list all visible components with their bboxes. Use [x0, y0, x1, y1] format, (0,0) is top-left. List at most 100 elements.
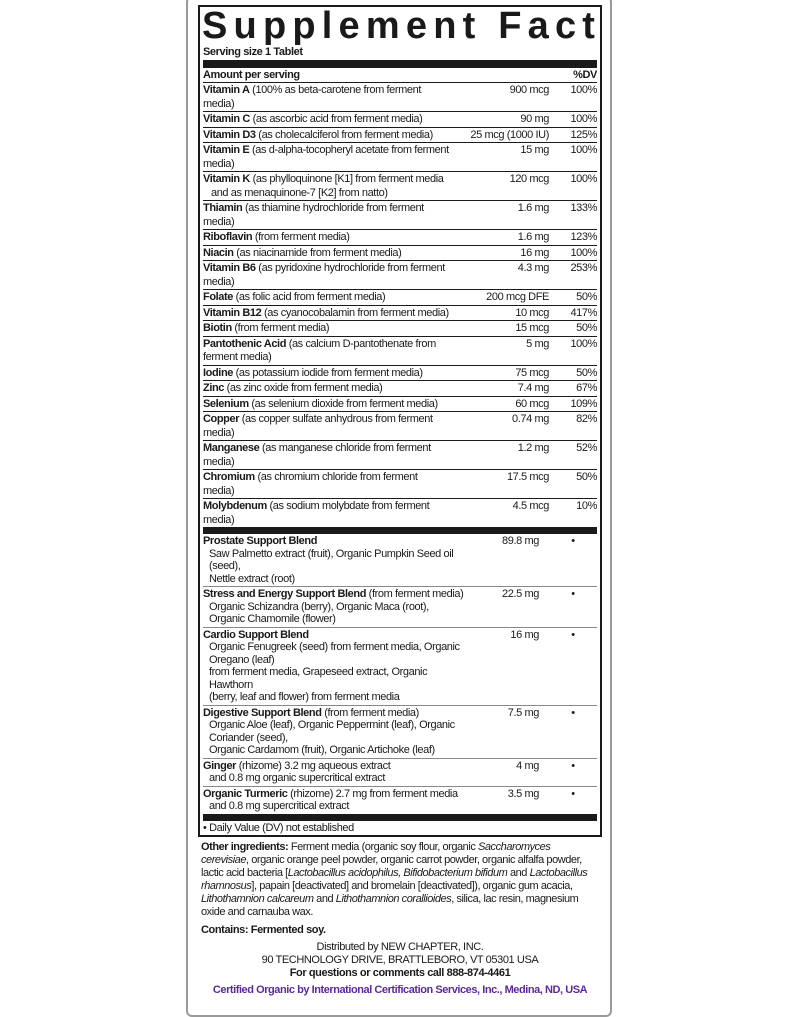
nutrient-row: Iodine (as potassium iodide from ferment… — [203, 366, 597, 381]
nutrient-label: Vitamin C — [203, 113, 250, 125]
nutrient-amount: 16 mg — [520, 246, 549, 259]
blend-ingredients: Organic Schizandra (berry), Organic Maca… — [209, 600, 429, 613]
nutrient-row: Vitamin C (as ascorbic acid from ferment… — [203, 112, 597, 128]
other-ingredients: Other ingredients: Ferment media (organi… — [201, 841, 599, 919]
nutrient-label: Pantothenic Acid — [203, 337, 287, 350]
nutrient-source: (100% as beta-carotene from ferment medi… — [203, 84, 421, 110]
nutrient-label: Vitamin A — [203, 84, 250, 96]
blend-label: Digestive Support Blend — [203, 706, 322, 719]
blend-ingredients: Saw Palmetto extract (fruit), Organic Pu… — [209, 547, 454, 573]
blend-ingredients: Organic Chamomile (flower) — [209, 613, 336, 625]
nutrient-name: Thiamin (as thiamine hydrochloride from … — [203, 202, 449, 229]
nutrient-source: (as calcium D-pantothenate from ferment … — [203, 337, 436, 364]
blend-dv: • — [571, 787, 575, 800]
blend-ingredients: from ferment media, Grapeseed extract, O… — [209, 666, 428, 691]
nutrient-name: Biotin (from ferment media) — [203, 322, 449, 336]
nutrient-amount: 120 mcg — [509, 173, 550, 185]
nutrient-row: Selenium (as selenium dioxide from ferme… — [203, 397, 597, 412]
nutrient-row: Biotin (from ferment media) 15 mcg 50% — [203, 321, 597, 337]
nutrient-dv: 50% — [576, 322, 597, 334]
blend-row: Digestive Support Blend (from ferment me… — [203, 706, 597, 759]
nutrient-row: Riboflavin (from ferment media) 1.6 mg 123… — [203, 230, 597, 246]
nutrient-source: (as cholecalciferol from ferment media) — [255, 128, 433, 141]
nutrient-source: (as selenium dioxide from ferment media) — [248, 397, 438, 410]
nutrient-label: Vitamin B6 — [203, 262, 256, 274]
nutrient-name: Vitamin C (as ascorbic acid from ferment… — [203, 113, 449, 127]
nutrient-label: Biotin — [203, 322, 232, 334]
nutrient-row: Pantothenic Acid (as calcium D-pantothen… — [203, 337, 597, 366]
text: Lithothamnion calcareum — [201, 892, 314, 905]
blend-name: Ginger (rhizome) 3.2 mg aqueous extract a… — [203, 760, 465, 785]
nutrient-row: Niacin (as niacinamide from ferment medi… — [203, 246, 597, 261]
blend-amount: 3.5 mg — [507, 787, 540, 800]
nutrient-label: Vitamin K — [203, 173, 250, 185]
nutrient-name: Riboflavin (from ferment media) — [203, 231, 449, 245]
blend-row: Organic Turmeric (rhizome) 2.7 mg from f… — [203, 787, 597, 821]
nutrient-amount: 15 mcg — [515, 322, 549, 334]
blend-dv: • — [571, 535, 575, 547]
nutrient-amount: 4.3 mg — [517, 262, 550, 274]
blend-name: Organic Turmeric (rhizome) 2.7 mg from f… — [203, 788, 465, 813]
blend-row: Prostate Support Blend Saw Palmetto extra… — [203, 534, 597, 587]
nutrient-label: Chromium — [203, 471, 255, 483]
panel-title: Supplement Facts — [202, 7, 597, 45]
nutrient-name: Vitamin A (100% as beta-carotene from fe… — [203, 84, 449, 111]
dv-header: %DV — [573, 69, 597, 81]
blend-name: Cardio Support Blend Organic Fenugreek (s… — [203, 629, 465, 704]
blend-name: Stress and Energy Support Blend (from fe… — [203, 588, 465, 626]
blend-dv: • — [571, 759, 575, 772]
nutrient-source: (as folic acid from ferment media) — [233, 291, 386, 303]
text: ], papain [deactivated] and bromelain [d… — [251, 879, 573, 892]
nutrient-label: Manganese — [203, 442, 260, 454]
text: Lactobacillus acidophilus, Bifidobacteri… — [287, 866, 508, 879]
nutrient-dv: 253% — [570, 262, 597, 274]
nutrient-name: Vitamin K (as phylloquinone [K1] from fe… — [203, 173, 449, 200]
nutrient-amount: 17.5 mcg — [506, 471, 549, 483]
nutrient-amount: 7.4 mg — [517, 382, 550, 394]
nutrient-label: Riboflavin — [203, 231, 253, 243]
blend-amount: 16 mg — [510, 628, 539, 641]
nutrient-amount: 200 mcg DFE — [486, 291, 549, 303]
supplement-facts-panel: Supplement Facts Serving size 1 Tablet A… — [198, 5, 602, 837]
blend-ingredients: Organic Aloe (leaf), Organic Peppermint … — [209, 719, 455, 744]
nutrient-amount: 1.6 mg — [517, 202, 550, 214]
blend-ingredients: and 0.8 mg supercritical extract — [209, 800, 350, 812]
nutrient-label: Niacin — [203, 246, 234, 259]
nutrient-dv: 109% — [570, 397, 597, 410]
blend-label: Cardio Support Blend — [203, 628, 309, 641]
blend-ingredients: Organic Cardamom (fruit), Organic Artich… — [209, 744, 435, 756]
nutrient-name: Pantothenic Acid (as calcium D-pantothen… — [203, 338, 449, 365]
nutrient-dv: 123% — [570, 231, 597, 243]
table-header: Amount per serving %DV — [203, 68, 597, 83]
nutrient-label: Iodine — [203, 366, 233, 379]
nutrient-label: Zinc — [203, 382, 225, 394]
nutrient-dv: 100% — [570, 246, 597, 259]
nutrient-label: Vitamin D3 — [203, 128, 256, 141]
nutrient-dv: 50% — [576, 471, 597, 483]
nutrient-source: (as ascorbic acid from ferment media) — [249, 113, 423, 125]
nutrient-dv: 52% — [576, 442, 597, 454]
text: and — [313, 892, 336, 905]
distributor-name: Distributed by NEW CHAPTER, INC. — [316, 940, 484, 953]
allergen-statement: Contains: Fermented soy. — [201, 923, 326, 936]
nutrient-row: Vitamin A (100% as beta-carotene from fe… — [203, 83, 597, 112]
organic-certification: Certified Organic by International Certi… — [212, 983, 588, 996]
nutrient-dv: 10% — [576, 500, 597, 512]
nutrient-label: Vitamin E — [203, 144, 250, 156]
blend-source: (from ferment media) — [321, 706, 419, 719]
distributor-info: Distributed by NEW CHAPTER, INC. 90 TECH… — [198, 941, 602, 980]
nutrient-row: Manganese (as manganese chloride from fe… — [203, 441, 597, 470]
nutrient-source: (as chromium chloride from ferment media… — [203, 471, 418, 497]
nutrient-amount: 4.5 mcg — [512, 500, 550, 512]
nutrient-name: Manganese (as manganese chloride from fe… — [203, 442, 449, 469]
text: and — [507, 866, 530, 879]
blend-dv: • — [571, 706, 575, 719]
blend-source: (rhizome) 3.2 mg aqueous extract — [236, 759, 391, 772]
blend-label: Stress and Energy Support Blend — [203, 588, 367, 600]
blend-row: Cardio Support Blend Organic Fenugreek (s… — [203, 628, 597, 706]
nutrient-row: Molybdenum (as sodium molybdate from fer… — [203, 499, 597, 534]
nutrient-source: (as niacinamide from ferment media) — [233, 246, 402, 259]
nutrient-row: Thiamin (as thiamine hydrochloride from … — [203, 201, 597, 230]
nutrient-dv: 50% — [576, 366, 597, 379]
distributor-address: 90 TECHNOLOGY DRIVE, BRATTLEBORO, VT 053… — [261, 953, 539, 966]
